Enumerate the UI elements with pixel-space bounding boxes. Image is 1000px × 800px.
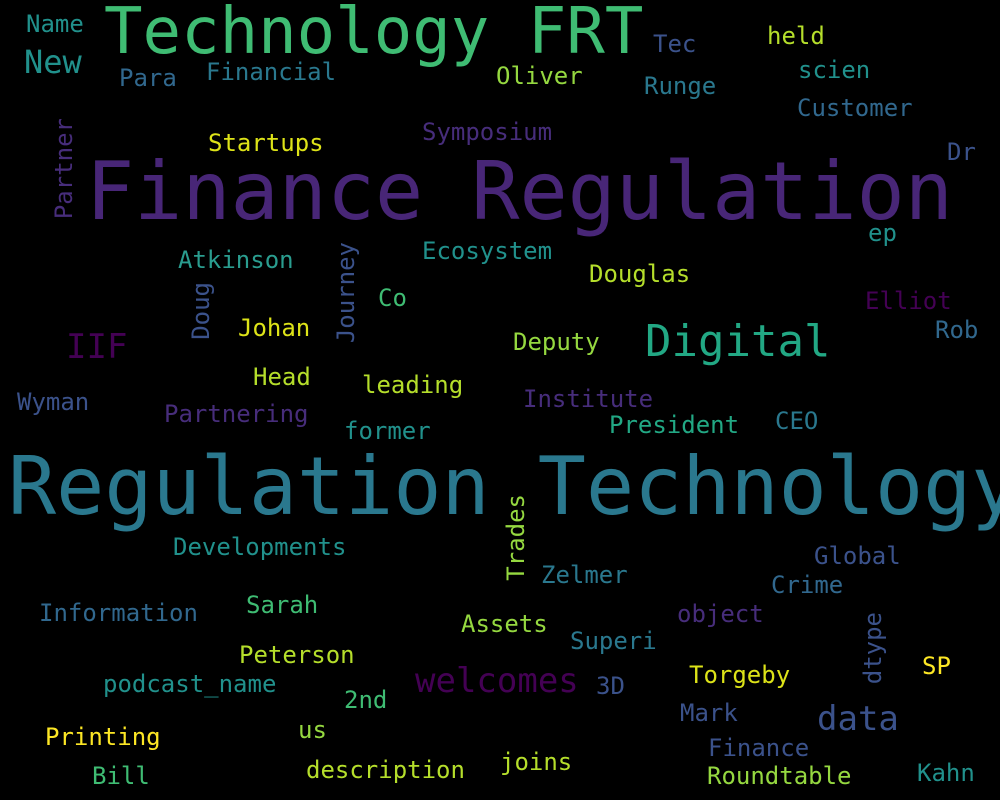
word-zelmer: Zelmer	[541, 561, 628, 589]
word-assets: Assets	[461, 610, 548, 638]
word-partner: Partner	[50, 118, 78, 220]
word-douglas: Douglas	[589, 260, 691, 288]
word-global: Global	[814, 542, 901, 570]
word-tec: Tec	[653, 30, 697, 58]
word-head: Head	[253, 363, 311, 391]
word-doug: Doug	[187, 282, 215, 340]
word-printing: Printing	[45, 723, 161, 751]
word-president: President	[609, 411, 740, 439]
word-rob: Rob	[935, 316, 979, 344]
word-mark: Mark	[680, 699, 738, 727]
word-trades: Trades	[502, 494, 530, 581]
word-developments: Developments	[173, 533, 347, 561]
word-oliver: Oliver	[496, 62, 583, 90]
word-new: New	[24, 43, 82, 81]
word-torgeby: Torgeby	[689, 661, 791, 689]
word-bill: Bill	[92, 762, 150, 790]
word-sp: SP	[922, 652, 951, 680]
word-regulation-technology: Regulation Technology	[8, 440, 1000, 533]
word-iif: IIF	[66, 327, 128, 367]
word-technology-frt: Technology FRT	[104, 0, 644, 69]
word-description: description	[306, 756, 465, 784]
word-held: held	[767, 22, 825, 50]
word-para: Para	[119, 64, 177, 92]
word-information: Information	[39, 599, 198, 627]
word-leading: leading	[362, 371, 464, 399]
word-ceo: CEO	[775, 407, 819, 435]
word-sarah: Sarah	[246, 591, 319, 619]
word-symposium: Symposium	[422, 118, 553, 146]
word-joins: joins	[500, 748, 573, 776]
word-finance-regulation: Finance Regulation	[86, 145, 953, 238]
word-3d: 3D	[596, 672, 625, 700]
word-customer: Customer	[797, 94, 913, 122]
word-financial: Financial	[206, 58, 337, 86]
word-ecosystem: Ecosystem	[422, 237, 553, 265]
word-former: former	[344, 417, 431, 445]
word-partnering: Partnering	[164, 400, 309, 428]
word-dr: Dr	[947, 138, 976, 166]
word-dtype: dtype	[859, 612, 887, 685]
word-atkinson: Atkinson	[178, 246, 294, 274]
word-wyman: Wyman	[17, 388, 90, 416]
word-kahn: Kahn	[917, 759, 975, 787]
word-johan: Johan	[238, 314, 311, 342]
word-podcast-name: podcast_name	[103, 670, 277, 698]
word-ep: ep	[868, 219, 897, 247]
word-startups: Startups	[208, 129, 324, 157]
word-elliot: Elliot	[865, 287, 952, 315]
word-2nd: 2nd	[344, 686, 388, 714]
word-institute: Institute	[523, 385, 654, 413]
word-peterson: Peterson	[239, 641, 355, 669]
word-finance: Finance	[708, 734, 810, 762]
word-roundtable: Roundtable	[707, 762, 852, 790]
word-deputy: Deputy	[513, 328, 600, 356]
word-name: Name	[26, 10, 84, 38]
word-superi: Superi	[570, 627, 657, 655]
word-scien: scien	[798, 56, 871, 84]
word-us: us	[298, 716, 327, 744]
word-crime: Crime	[771, 571, 844, 599]
word-data: data	[817, 699, 899, 739]
word-welcomes: welcomes	[415, 661, 579, 701]
word-co: Co	[378, 284, 407, 312]
word-object: object	[677, 600, 764, 628]
word-journey: Journey	[332, 242, 360, 344]
word-digital: Digital	[645, 316, 831, 367]
word-runge: Runge	[644, 72, 717, 100]
